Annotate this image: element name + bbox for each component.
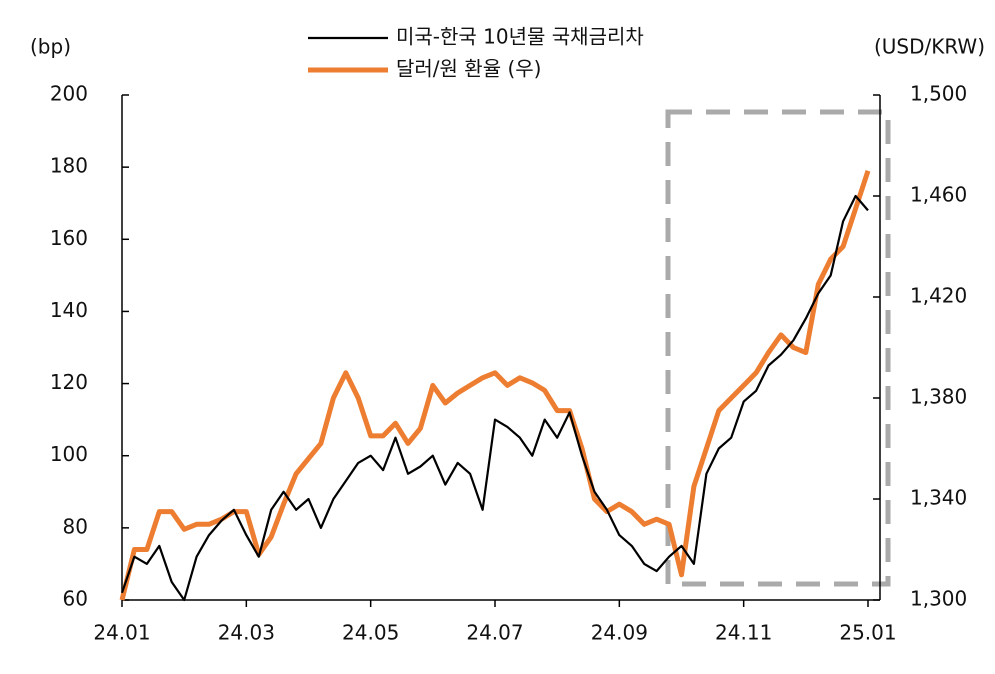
x-tick-label: 24.07 [466, 621, 523, 645]
y-tick-label: 160 [50, 226, 88, 250]
y-tick-label: 140 [50, 298, 88, 322]
y-tick-label: 80 [63, 514, 88, 538]
legend-label: 미국-한국 10년물 국채금리차 [396, 25, 644, 49]
y2-axis-label: (USD/KRW) [874, 35, 985, 59]
y2-tick-label: 1,420 [910, 284, 967, 308]
y-axis-label: (bp) [30, 35, 71, 59]
x-tick-label: 24.09 [591, 621, 648, 645]
legend-label: 달러/원 환율 (우) [396, 57, 541, 81]
y-tick-label: 100 [50, 442, 88, 466]
y-tick-label: 180 [50, 154, 88, 178]
x-tick-label: 24.11 [715, 621, 772, 645]
y2-tick-label: 1,460 [910, 183, 967, 207]
y2-tick-label: 1,500 [910, 82, 967, 106]
highlight-box [665, 109, 891, 587]
series-line [120, 194, 869, 602]
x-tick-label: 24.03 [218, 621, 275, 645]
x-tick-label: 24.01 [93, 621, 150, 645]
y-tick-label: 200 [50, 82, 88, 106]
y-tick-label: 60 [63, 587, 88, 611]
x-tick-label: 25.01 [839, 621, 896, 645]
y-tick-label: 120 [50, 370, 88, 394]
x-tick-label: 24.05 [342, 621, 399, 645]
series-line [119, 170, 871, 601]
y2-tick-label: 1,300 [910, 587, 967, 611]
y2-tick-label: 1,380 [910, 385, 967, 409]
y2-tick-label: 1,340 [910, 486, 967, 510]
